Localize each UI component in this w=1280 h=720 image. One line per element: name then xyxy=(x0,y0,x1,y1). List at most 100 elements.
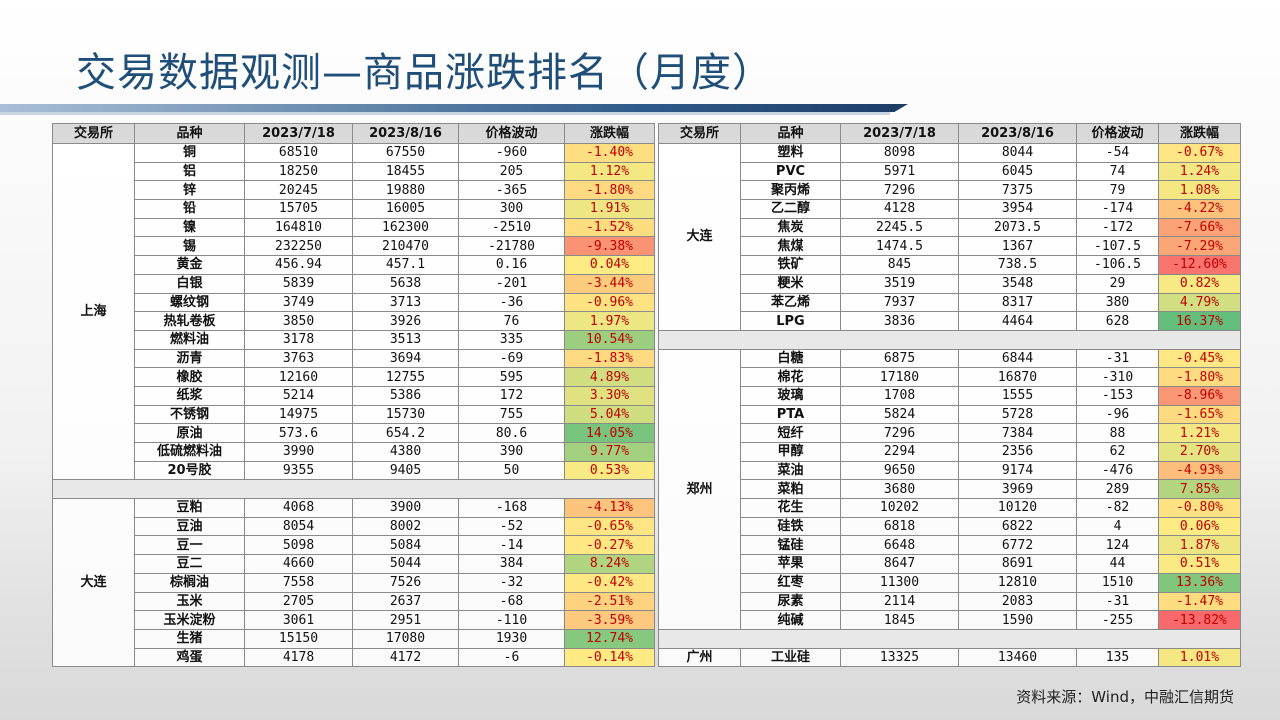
price-change-cell: 1510 xyxy=(1076,572,1159,593)
pct-change-cell: 0.04% xyxy=(564,255,655,275)
price-change-cell: -31 xyxy=(1076,591,1159,612)
price-change-cell: 44 xyxy=(1076,554,1159,574)
price-end-cell: 654.2 xyxy=(352,423,459,443)
table-row: 郑州 白糖 6875 6844 -31 -0.45% xyxy=(658,348,1241,630)
table-row: 纸浆 5214 5386 172 3.30% xyxy=(53,385,655,406)
price-end-cell: 9174 xyxy=(958,460,1077,481)
price-end-cell: 457.1 xyxy=(352,255,459,275)
table-row: 热轧卷板 3850 3926 76 1.97% xyxy=(53,311,655,331)
price-start-cell: 1845 xyxy=(840,610,959,630)
price-start-cell: 7937 xyxy=(840,292,959,313)
price-start-cell: 8054 xyxy=(244,516,353,537)
price-start-cell: 5839 xyxy=(244,273,353,294)
price-end-cell: 6045 xyxy=(958,161,1077,182)
price-end-cell: 19880 xyxy=(352,180,459,201)
price-end-cell: 7375 xyxy=(958,180,1077,201)
title-underline-thin xyxy=(0,112,890,115)
price-change-cell: 79 xyxy=(1076,180,1159,201)
price-change-cell: 205 xyxy=(458,161,565,182)
variety-cell: 玉米淀粉 xyxy=(134,610,245,630)
pct-change-cell: 1.87% xyxy=(1158,535,1241,556)
price-change-cell: -31 xyxy=(1076,348,1159,369)
variety-cell: 沥青 xyxy=(134,348,245,369)
source-note: 资料来源：Wind，中融汇信期货 xyxy=(1016,688,1234,706)
pct-change-cell: 16.37% xyxy=(1158,311,1241,331)
exchange-cell: 上海 xyxy=(52,142,135,481)
price-start-cell: 15150 xyxy=(244,628,353,649)
variety-cell: 乙二醇 xyxy=(740,199,841,219)
price-end-cell: 3954 xyxy=(958,199,1077,219)
price-change-cell: 172 xyxy=(458,385,565,406)
pct-change-cell: -1.40% xyxy=(564,143,655,163)
table-row: 大连 豆粕 4068 3900 -168 -4.13% xyxy=(52,498,655,668)
variety-cell: 生猪 xyxy=(134,628,245,649)
variety-cell: 苹果 xyxy=(740,554,841,574)
table-row: 玉米淀粉 3061 2951 -110 -3.59% xyxy=(53,610,655,630)
price-start-cell: 3749 xyxy=(244,292,353,313)
price-start-cell: 1708 xyxy=(840,385,959,406)
pct-change-cell: 12.74% xyxy=(564,628,655,649)
title-underline-bar xyxy=(0,104,908,112)
table-row: 上海铜 68510 67550 -960 -1.40% xyxy=(52,142,655,481)
price-end-cell: 13460 xyxy=(958,647,1077,668)
pct-change-cell: 1.08% xyxy=(1158,180,1241,201)
pct-change-cell: 8.24% xyxy=(564,554,655,574)
pct-change-cell: -2.51% xyxy=(564,591,655,612)
price-start-cell: 5824 xyxy=(840,404,959,425)
pct-change-cell: -7.66% xyxy=(1158,217,1241,238)
table-row: 豆一 5098 5084 -14 -0.27% xyxy=(53,535,655,556)
pct-change-cell: 2.70% xyxy=(1158,442,1241,462)
page-title: 交易数据观测—商品涨跌排名（月度） xyxy=(76,50,773,96)
price-end-cell: 2951 xyxy=(352,610,459,630)
pct-change-cell: 5.04% xyxy=(564,404,655,425)
price-change-cell: -32 xyxy=(458,572,565,593)
price-change-cell: -106.5 xyxy=(1076,255,1159,275)
price-end-cell: 4380 xyxy=(352,442,459,462)
price-change-cell: -54 xyxy=(1076,143,1159,163)
price-change-cell: 384 xyxy=(458,554,565,574)
variety-cell: 铁矿 xyxy=(740,255,841,275)
pct-change-cell: -8.96% xyxy=(1158,385,1241,406)
table-row: 铁矿 845 738.5 -106.5 -12.60% xyxy=(659,255,1241,275)
price-start-cell: 845 xyxy=(840,255,959,275)
table-row: 黄金 456.94 457.1 0.16 0.04% xyxy=(53,255,655,275)
pct-change-cell: -0.14% xyxy=(564,647,655,668)
pct-change-cell: 14.05% xyxy=(564,423,655,443)
variety-cell: 花生 xyxy=(740,498,841,518)
pct-change-cell: -3.59% xyxy=(564,610,655,630)
price-change-cell: -960 xyxy=(458,143,565,163)
price-end-cell: 2356 xyxy=(958,442,1077,462)
table-row: 镍 164810 162300 -2510 -1.52% xyxy=(53,217,655,238)
variety-cell: 铝 xyxy=(134,161,245,182)
price-end-cell: 6772 xyxy=(958,535,1077,556)
header-pct-change: 涨跌幅 xyxy=(564,123,655,144)
price-end-cell: 8691 xyxy=(958,554,1077,574)
variety-cell: PVC xyxy=(740,161,841,182)
price-end-cell: 5084 xyxy=(352,535,459,556)
pct-change-cell: 0.82% xyxy=(1158,273,1241,294)
price-end-cell: 1367 xyxy=(958,236,1077,257)
price-start-cell: 3061 xyxy=(244,610,353,630)
table-row: 花生 10202 10120 -82 -0.80% xyxy=(659,498,1241,518)
variety-cell: 棕榈油 xyxy=(134,572,245,593)
variety-cell: 红枣 xyxy=(740,572,841,593)
table-row: 广州 工业硅 13325 13460 135 1.01% xyxy=(658,647,1241,668)
variety-cell: 锰硅 xyxy=(740,535,841,556)
price-change-cell: 0.16 xyxy=(458,255,565,275)
price-change-cell: 628 xyxy=(1076,311,1159,331)
price-end-cell: 6844 xyxy=(958,348,1077,369)
pct-change-cell: -13.82% xyxy=(1158,610,1241,630)
price-end-cell: 15730 xyxy=(352,404,459,425)
table-row: LPG 3836 4464 628 16.37% xyxy=(659,311,1241,331)
price-end-cell: 6822 xyxy=(958,516,1077,537)
variety-cell: 硅铁 xyxy=(740,516,841,537)
pct-change-cell: -7.29% xyxy=(1158,236,1241,257)
table-row: 橡胶 12160 12755 595 4.89% xyxy=(53,367,655,387)
table-row: 低硫燃料油 3990 4380 390 9.77% xyxy=(53,442,655,462)
price-end-cell: 4464 xyxy=(958,311,1077,331)
separator-cell xyxy=(658,329,1241,350)
price-start-cell: 1474.5 xyxy=(840,236,959,257)
variety-cell: 20号胶 xyxy=(134,460,245,481)
pct-change-cell: 1.01% xyxy=(1158,647,1241,668)
price-start-cell: 3763 xyxy=(244,348,353,369)
